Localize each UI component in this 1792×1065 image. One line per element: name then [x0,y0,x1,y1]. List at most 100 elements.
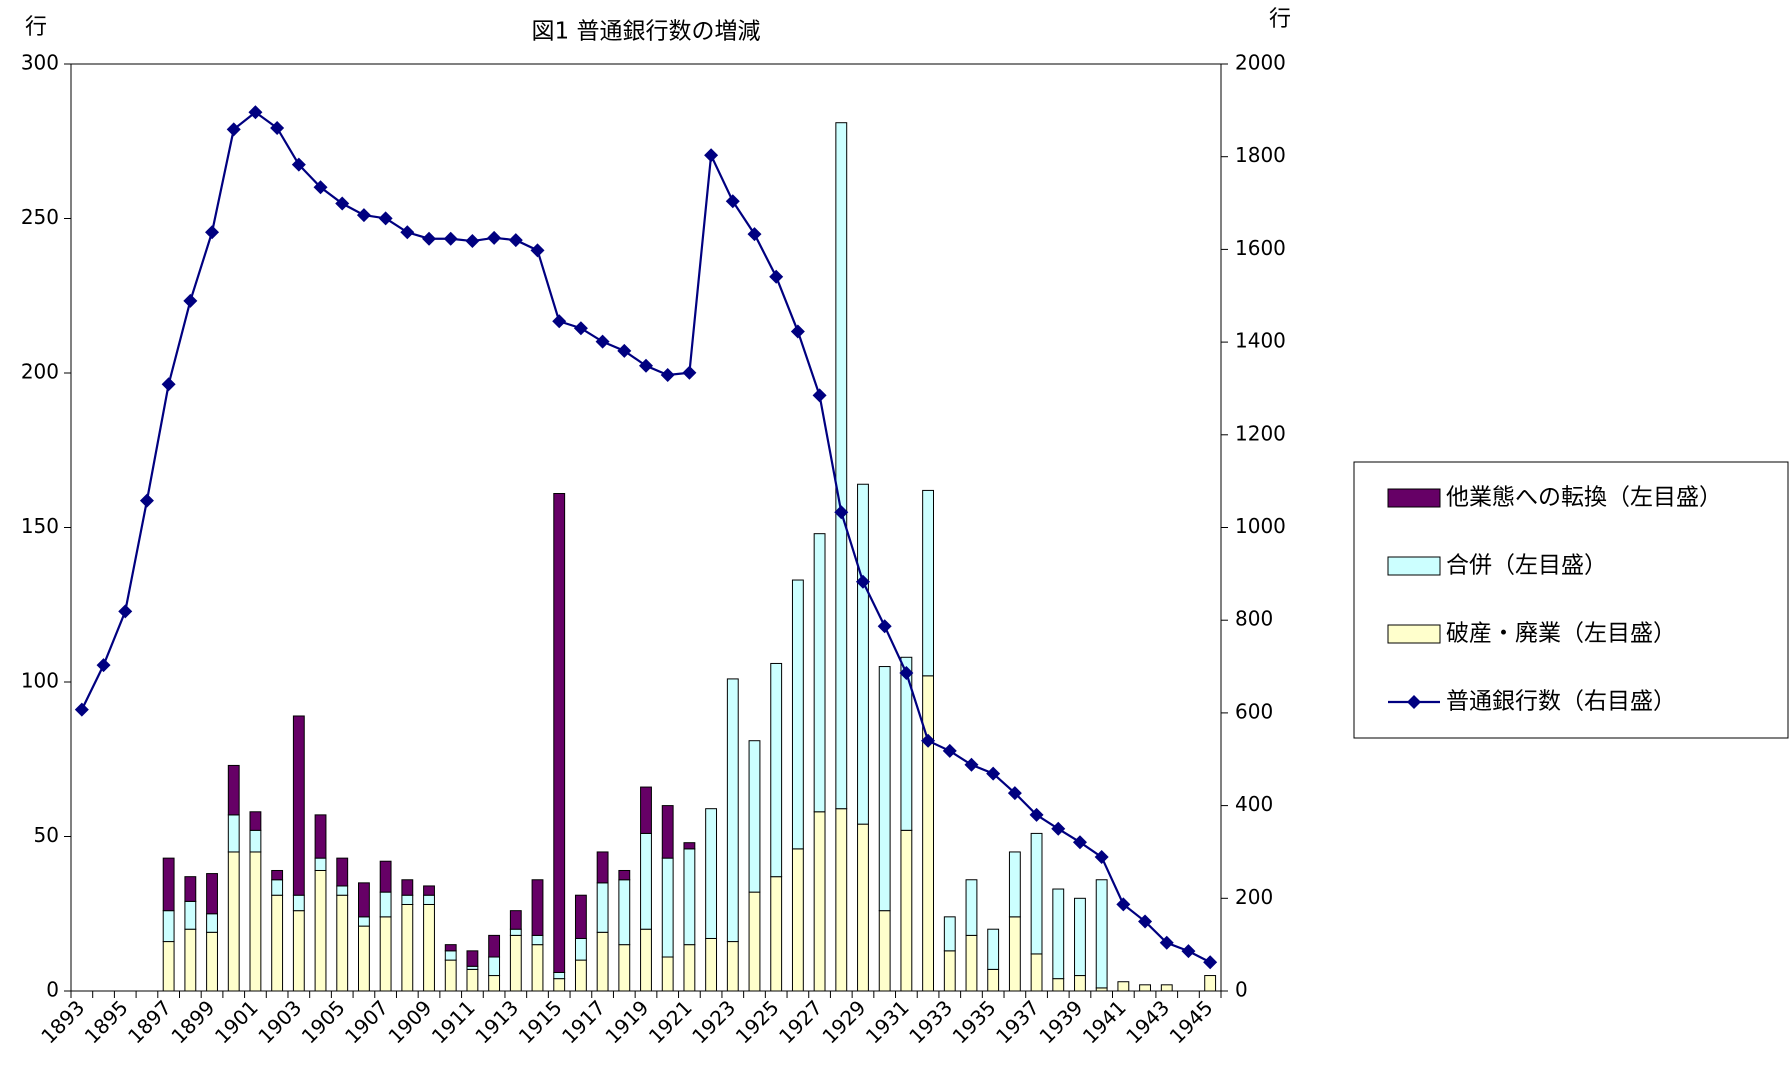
bar-segment [813,533,826,813]
bar-segment [379,860,392,893]
bar-segment [401,894,414,905]
x-tick-label: 1919 [600,995,653,1048]
y-axis-label: 行 [25,15,47,40]
bar-segment [661,805,674,859]
bar-segment [943,950,956,992]
bar-segment [574,959,587,992]
bar-segment [292,715,305,896]
line-marker [1094,850,1109,865]
y2-tick-label: 400 [1235,792,1273,816]
line-marker [378,211,393,226]
y-tick-label: 250 [21,205,59,229]
bar-segment [900,829,913,992]
bar-segment [683,842,696,850]
y2-tick-label: 1000 [1235,514,1286,538]
line-marker [422,231,437,246]
y2-tick-label: 1200 [1235,421,1286,445]
line-marker [725,194,740,209]
x-tick-label: 1933 [904,995,957,1048]
line-marker [335,196,350,211]
x-tick-label: 1903 [253,995,306,1048]
line-marker [942,743,957,758]
x-tick-label: 1929 [817,995,870,1048]
x-tick-label: 1911 [427,995,480,1048]
bar-segment [401,903,414,992]
line-marker [964,757,979,772]
bar-segment [813,811,826,992]
x-tick-label: 1931 [861,995,914,1048]
y2-tick-label: 1400 [1235,329,1286,353]
y-tick-label: 300 [21,51,59,75]
bar-segment [271,869,284,881]
bar-segment [206,931,218,992]
bar-segment [618,869,631,881]
x-tick-label: 1897 [123,995,176,1048]
bar-segment [900,656,913,831]
x-tick-label: 1917 [557,995,610,1048]
x-tick-label: 1945 [1165,995,1218,1048]
line-marker [790,324,805,339]
y2-tick-label: 200 [1235,885,1273,909]
line-marker [313,180,328,195]
bar-segment [791,579,804,850]
line-marker [986,766,1001,781]
bar-segment [1139,984,1151,992]
bar-segment [531,944,544,992]
line-marker [205,225,220,240]
bar-segment [1030,832,1043,955]
bar-segment [1095,879,1108,989]
line-marker [747,227,762,242]
bar-segment [292,910,305,992]
bar-segment [1074,975,1086,992]
bar-segment [488,956,501,977]
bar-segment [336,885,349,896]
line-marker [248,105,263,120]
bar-segment [748,740,761,893]
bar-segment [640,832,652,930]
legend-marker [1407,695,1421,709]
bar-segment [618,879,631,946]
legend-swatch [1387,624,1441,644]
bar-segment [466,950,479,967]
bar-segment [358,882,370,918]
bar-segment [509,928,522,936]
line-marker [530,243,545,258]
x-tick-label: 1925 [731,995,784,1048]
bar-segment [162,941,175,992]
line-marker [834,505,849,520]
bar-segment [184,928,197,992]
bar-segment [857,483,869,825]
bar-segment [574,937,587,961]
bar-segment [878,910,891,992]
bar-segment [965,934,978,992]
line-marker [465,234,480,249]
bar-segment [661,857,674,958]
bar-segment [1117,981,1130,992]
y2-axis-label: 行 [1269,7,1291,32]
line-marker [508,233,523,248]
bar-segment [314,857,327,871]
line-marker [1029,807,1044,822]
bar-segment [596,931,609,992]
line-marker [443,231,458,246]
bar-segment [987,928,1000,970]
line-marker [291,157,306,172]
legend-label: 破産・廃業（左目盛） [1446,621,1676,647]
bar-segment [661,956,674,992]
y2-tick-label: 0 [1235,978,1248,1002]
bar-segment [553,971,566,980]
line-marker [1007,786,1022,801]
line-marker [921,733,936,748]
line-marker [595,334,610,349]
bar-segment [987,968,1000,992]
legend-label: 他業態への転換（左目盛） [1446,485,1722,511]
line-marker [74,702,89,717]
y2-tick-label: 1800 [1235,143,1286,167]
bar-segment [184,876,197,902]
bar-segment [1160,984,1173,992]
bar-segment [184,900,197,930]
legend-label: 合併（左目盛） [1446,553,1607,579]
bar-segment [922,489,934,677]
bar-segment [531,879,544,936]
x-tick-label: 1899 [166,995,219,1048]
